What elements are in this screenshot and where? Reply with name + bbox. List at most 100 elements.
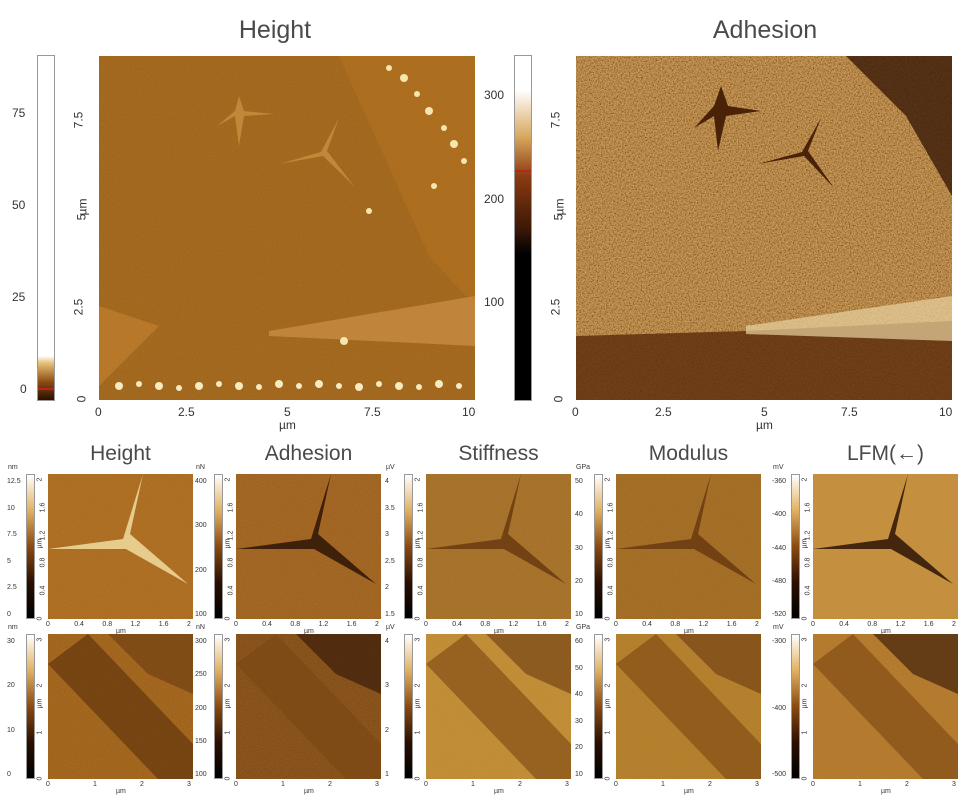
y-tick: 3 xyxy=(604,637,612,642)
x-tick: 3 xyxy=(755,781,759,788)
colorbar-unit: GPa xyxy=(576,464,591,471)
colorbar-tick: 30 xyxy=(575,544,583,552)
height-large-image xyxy=(99,56,475,400)
colorbar-tick: 200 xyxy=(195,704,207,712)
small-colorbar xyxy=(594,474,603,619)
x-tick: 7.5 xyxy=(841,405,858,419)
y-tick: 3 xyxy=(801,637,809,642)
small-colorbar xyxy=(404,474,413,619)
colorbar-tick: 50 xyxy=(575,664,583,672)
y-tick: 1 xyxy=(604,730,612,735)
y-tick: 0.4 xyxy=(227,585,235,596)
cbar-tick-0: 0 xyxy=(20,382,27,396)
x-tick: 0.4 xyxy=(74,621,84,628)
colorbar-fill xyxy=(38,356,54,400)
y-tick: 0 xyxy=(414,616,422,621)
x-tick: 2 xyxy=(565,621,569,628)
x-tick: 0.8 xyxy=(102,621,113,628)
y-tick: 1 xyxy=(36,730,44,735)
y-unit: µm xyxy=(36,698,44,709)
y-unit: µm xyxy=(414,698,422,709)
small-colorbar xyxy=(791,634,800,779)
colorbar-tick: 2 xyxy=(385,584,389,592)
y-unit: µm xyxy=(36,538,44,549)
y-tick: 0 xyxy=(801,776,809,781)
colorbar-tick: 4 xyxy=(385,638,389,645)
y-tick: 2 xyxy=(36,683,44,688)
y-tick: 2 xyxy=(224,477,232,482)
x-tick: 1 xyxy=(281,781,285,788)
small-colorbar xyxy=(26,474,35,619)
colorbar-unit: µV xyxy=(386,624,395,631)
x-unit: µm xyxy=(756,418,773,432)
colorbar-tick: -520 xyxy=(772,611,787,618)
cbar-tick-300: 300 xyxy=(484,88,505,102)
x-unit: µm xyxy=(116,628,126,635)
small-afm-image xyxy=(813,474,958,619)
x-tick: 0 xyxy=(424,781,428,788)
colorbar-tick: 100 xyxy=(195,611,207,618)
small-afm-image xyxy=(426,634,571,779)
colorbar-tick: 4 xyxy=(385,478,389,485)
x-tick: 1.2 xyxy=(895,621,906,628)
x-tick: 0 xyxy=(95,405,102,419)
y-tick: 0 xyxy=(414,776,422,781)
colorbar-tick: 10 xyxy=(7,504,15,512)
colorbar-unit: nm xyxy=(8,464,18,471)
colorbar-tick: -360 xyxy=(772,478,787,485)
x-tick: 0.8 xyxy=(867,621,878,628)
y-tick: 0 xyxy=(224,616,232,621)
x-tick: 0 xyxy=(572,405,579,419)
small-colorbar xyxy=(404,634,413,779)
y-tick: 2 xyxy=(801,683,809,688)
x-tick: 3 xyxy=(952,781,956,788)
y-tick: 2 xyxy=(801,477,809,482)
x-unit: µm xyxy=(116,788,126,795)
adhesion-large-title: Adhesion xyxy=(712,16,818,44)
y-tick: 1.6 xyxy=(39,502,47,513)
small-panel-title: Height xyxy=(90,442,151,465)
colorbar-tick: 150 xyxy=(195,737,207,745)
y-tick: 1.6 xyxy=(804,502,812,513)
x-tick: 1.2 xyxy=(318,621,329,628)
small-afm-image xyxy=(616,474,761,619)
x-tick: 0.4 xyxy=(452,621,462,628)
y-tick: 1.6 xyxy=(607,502,615,513)
colorbar-tick: -400 xyxy=(772,511,787,519)
x-tick: 1.2 xyxy=(698,621,709,628)
x-tick: 1.6 xyxy=(726,621,737,628)
colorbar-unit: nm xyxy=(8,624,18,631)
x-tick: 2 xyxy=(755,621,759,628)
x-tick: 0 xyxy=(614,621,618,628)
colorbar-tick: 2 xyxy=(385,726,389,734)
y-tick: 5 xyxy=(551,213,566,221)
y-tick: 0.8 xyxy=(227,558,235,568)
y-tick: 2 xyxy=(36,477,44,482)
colorbar-unit: nN xyxy=(196,464,205,471)
colorbar-tick: 2.5 xyxy=(385,557,395,565)
x-unit: µm xyxy=(881,788,891,795)
y-tick: 1 xyxy=(414,730,422,735)
small-afm-image xyxy=(426,474,571,619)
x-unit: µm xyxy=(304,628,314,635)
cbar-tick-25: 25 xyxy=(12,290,26,304)
colorbar-tick: 40 xyxy=(575,691,583,699)
colorbar-tick: 300 xyxy=(195,522,207,530)
y-tick: 2 xyxy=(604,683,612,688)
small-colorbar xyxy=(594,634,603,779)
x-tick: 0 xyxy=(811,621,815,628)
y-tick: 0.8 xyxy=(417,558,425,568)
y-tick: 1 xyxy=(801,730,809,735)
colorbar-tick: 20 xyxy=(575,744,583,752)
colorbar-tick: 250 xyxy=(195,671,207,679)
y-unit: µm xyxy=(801,538,809,549)
cbar-tick-100: 100 xyxy=(484,295,505,309)
colorbar-unit: mV xyxy=(773,624,784,631)
colorbar-tick: 300 xyxy=(195,638,207,645)
y-tick: 3 xyxy=(414,637,422,642)
x-unit: µm xyxy=(279,418,296,432)
colorbar-tick: 5 xyxy=(7,557,11,565)
x-tick: 5 xyxy=(284,405,291,419)
x-tick: 1.6 xyxy=(923,621,934,628)
x-tick: 7.5 xyxy=(364,405,381,419)
